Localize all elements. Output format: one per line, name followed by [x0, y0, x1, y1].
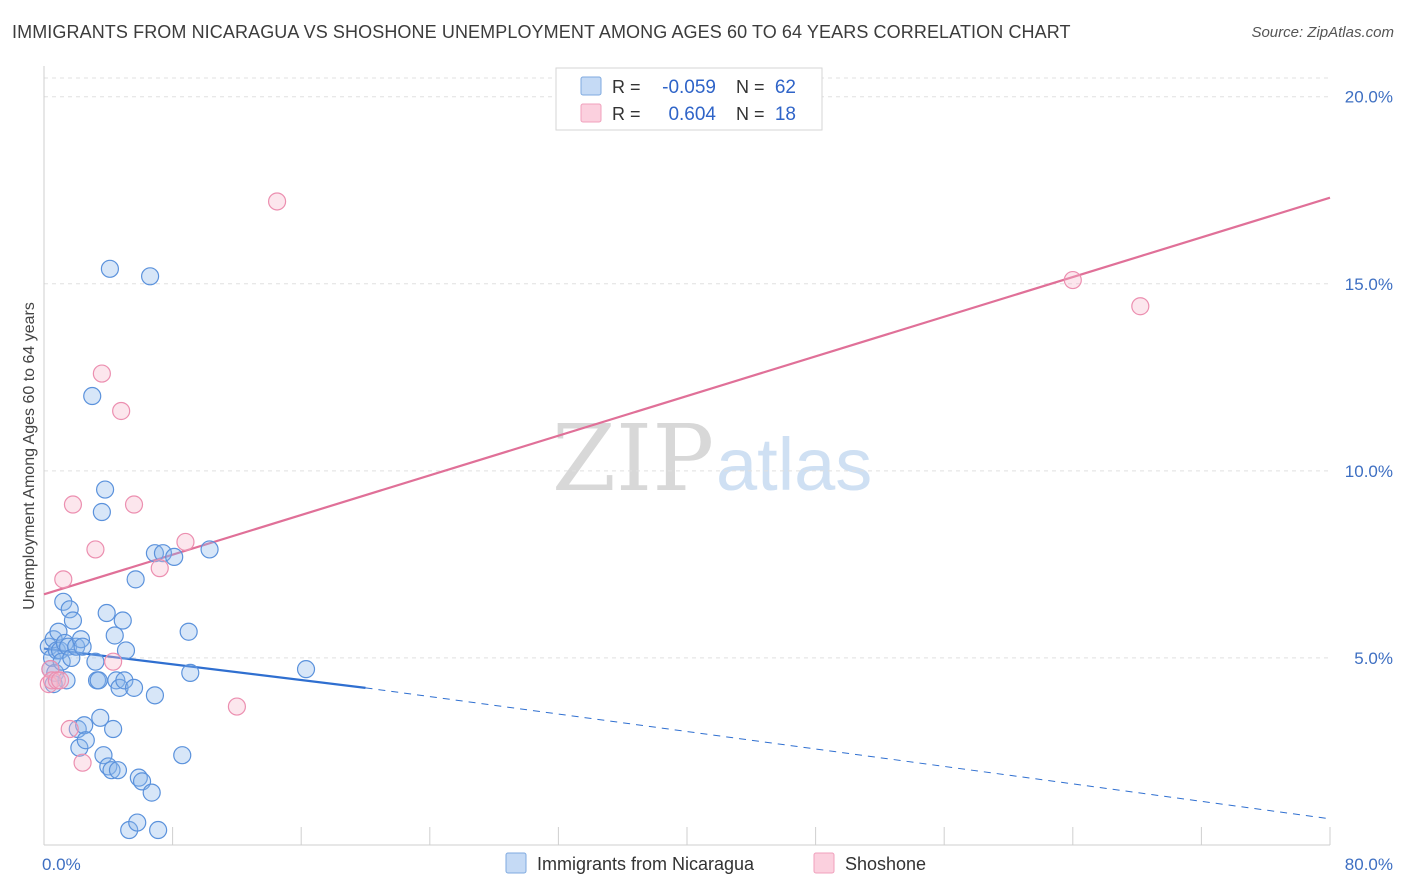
legend-n-value-blue: 62 [775, 77, 796, 98]
x-tick-label-max: 80.0% [1345, 855, 1393, 874]
data-point-shoshone [267, 192, 287, 211]
data-point-nicaragua [54, 592, 73, 611]
y-tick-label: 20.0% [1345, 88, 1393, 107]
data-point-nicaragua [296, 660, 316, 679]
axes [43, 66, 1331, 846]
trend-line-shoshone [43, 196, 1331, 596]
data-point-shoshone [150, 559, 169, 578]
data-point-nicaragua [149, 820, 168, 840]
y-tick-label: 15.0% [1345, 275, 1393, 294]
data-point-nicaragua [83, 386, 102, 406]
legend-n-label-blue: N = [736, 77, 765, 97]
legend-r-label-blue: R = [612, 77, 641, 97]
data-point-nicaragua [70, 738, 89, 757]
data-point-nicaragua [76, 731, 95, 750]
correlation-legend: R = -0.059 N = 62 R = 0.604 N = 18 [555, 67, 823, 131]
data-point-shoshone [92, 364, 111, 383]
data-point-shoshone [54, 570, 73, 589]
grid [44, 77, 1330, 659]
data-point-nicaragua [63, 611, 83, 630]
data-point-nicaragua [92, 502, 111, 522]
trend-line-nicaragua [43, 647, 366, 689]
data-point-nicaragua [89, 671, 108, 690]
y-tick-label: 10.0% [1345, 462, 1393, 481]
data-point-nicaragua [179, 622, 198, 641]
data-point-nicaragua [104, 719, 123, 739]
chart-title: IMMIGRANTS FROM NICARAGUA VS SHOSHONE UN… [12, 22, 1071, 42]
data-point-nicaragua [60, 600, 79, 619]
data-point-shoshone [124, 495, 144, 514]
data-point-nicaragua [108, 761, 128, 780]
data-point-nicaragua [173, 746, 192, 765]
data-point-nicaragua [142, 783, 161, 802]
data-point-shoshone [227, 697, 246, 716]
data-point-shoshone [1131, 297, 1150, 316]
legend-n-label-pink: N = [736, 104, 765, 124]
data-point-nicaragua [153, 544, 173, 563]
trend-lines [43, 196, 1331, 820]
data-point-shoshone [73, 753, 92, 772]
data-point-nicaragua [113, 611, 132, 630]
data-point-nicaragua [62, 648, 81, 668]
legend-r-value-pink: 0.604 [668, 104, 716, 125]
data-point-nicaragua [124, 678, 144, 697]
data-point-nicaragua [126, 570, 145, 589]
data-point-nicaragua [95, 480, 115, 499]
data-point-nicaragua [86, 652, 105, 671]
data-point-nicaragua [91, 708, 110, 727]
bottom-legend-label-nicaragua: Immigrants from Nicaragua [537, 854, 755, 874]
data-point-shoshone [112, 401, 131, 421]
series-legend: Immigrants from Nicaragua Shoshone [505, 852, 926, 874]
trend-line-nicaragua-extrapolated [365, 687, 1331, 820]
data-point-shoshone [86, 540, 105, 559]
data-point-nicaragua [105, 626, 124, 645]
data-point-nicaragua [49, 622, 68, 641]
legend-n-value-pink: 18 [775, 104, 796, 125]
bottom-legend-swatch-shoshone [813, 852, 835, 874]
legend-r-value-blue: -0.059 [662, 77, 716, 98]
data-point-nicaragua [200, 540, 219, 559]
y-tick-label: 5.0% [1354, 649, 1393, 668]
data-point-nicaragua [97, 603, 116, 623]
data-point-nicaragua [100, 259, 120, 278]
legend-swatch-blue [580, 76, 602, 96]
y-tick-labels: 5.0% 10.0% 15.0% 20.0% [1345, 88, 1393, 668]
watermark-zip: ZIP [552, 405, 714, 512]
data-point-nicaragua [165, 547, 184, 567]
data-point-shoshone [63, 495, 83, 514]
data-point-shoshone [1063, 270, 1082, 290]
legend-swatch-pink [580, 103, 602, 123]
data-point-nicaragua [140, 267, 160, 286]
y-axis-title: Unemployment Among Ages 60 to 64 years [21, 302, 38, 610]
series-nicaragua-points [39, 259, 316, 840]
data-point-nicaragua [71, 630, 91, 649]
data-point-nicaragua [145, 686, 165, 705]
watermark-atlas: atlas [716, 423, 872, 506]
series-shoshone-points [39, 192, 1150, 772]
data-point-nicaragua [116, 641, 136, 660]
data-point-nicaragua [73, 637, 92, 656]
data-point-shoshone [176, 532, 195, 552]
data-point-nicaragua [128, 813, 147, 832]
data-point-shoshone [104, 652, 123, 671]
data-point-nicaragua [102, 761, 121, 780]
bottom-legend-label-shoshone: Shoshone [845, 854, 926, 874]
legend-r-label-pink: R = [612, 104, 641, 124]
x-tick-label-min: 0.0% [42, 855, 81, 874]
bottom-legend-swatch-nicaragua [505, 852, 527, 874]
chart-source: Source: ZipAtlas.com [1251, 24, 1394, 41]
data-point-nicaragua [94, 746, 113, 765]
data-point-shoshone [50, 671, 70, 690]
x-tick-labels: 0.0% 80.0% [42, 855, 1393, 874]
data-point-shoshone [60, 719, 79, 739]
data-point-nicaragua [75, 716, 94, 735]
data-point-nicaragua [181, 663, 200, 682]
data-point-nicaragua [115, 671, 134, 690]
